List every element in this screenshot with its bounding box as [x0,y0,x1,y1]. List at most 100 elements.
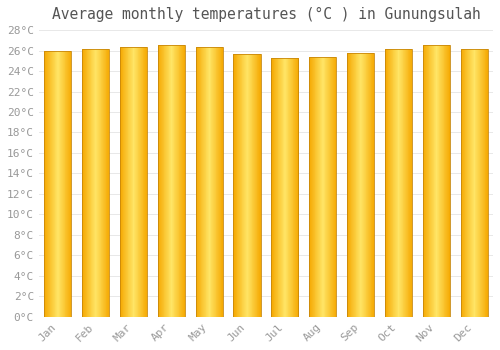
Bar [167,46,168,317]
Bar [292,58,293,317]
Bar [271,58,272,317]
Bar [171,46,172,317]
Bar [424,46,425,317]
Bar [473,49,474,317]
Bar [369,52,370,317]
Bar [173,46,174,317]
Bar [312,57,313,317]
Bar [91,49,92,317]
Bar [427,46,428,317]
Bar [349,52,350,317]
Bar [280,58,281,317]
Bar [146,48,147,317]
Bar [142,48,143,317]
Bar [92,49,93,317]
Bar [65,50,66,317]
Bar [48,50,49,317]
Bar [463,49,464,317]
Bar [252,54,253,317]
Bar [312,57,313,317]
Bar [100,49,101,317]
Bar [257,54,258,317]
Bar [475,49,476,317]
Bar [437,46,438,317]
Bar [368,52,370,317]
Bar [373,52,374,317]
Bar [52,50,54,317]
Bar [84,49,85,317]
Bar [248,54,249,317]
Bar [140,48,141,317]
Bar [426,46,427,317]
Bar [446,46,448,317]
Bar [334,57,335,317]
Bar [320,57,321,317]
Bar [295,58,296,317]
Bar [88,49,89,317]
Bar [331,57,332,317]
Bar [483,49,484,317]
Bar [402,49,403,317]
Bar [355,52,356,317]
Bar [51,50,52,317]
Bar [124,48,125,317]
Bar [279,58,280,317]
Bar [208,48,209,317]
Bar [435,46,436,317]
Bar [429,46,430,317]
Bar [400,49,401,317]
Bar [392,49,393,317]
Bar [321,57,322,317]
Bar [368,52,369,317]
Bar [422,46,423,317]
Bar [109,49,110,317]
Bar [68,50,69,317]
Bar [461,49,462,317]
Bar [179,46,180,317]
Bar [438,46,439,317]
Bar [234,54,236,317]
Bar [247,54,248,317]
Bar [445,46,446,317]
Bar [409,49,410,317]
Bar [322,57,323,317]
Bar [366,52,367,317]
Bar [143,48,144,317]
Bar [332,57,333,317]
Bar [161,46,162,317]
Bar [176,46,177,317]
Bar [441,46,442,317]
Bar [242,54,243,317]
Bar [134,48,135,317]
Bar [448,46,449,317]
Bar [385,49,386,317]
Bar [353,52,354,317]
Bar [290,58,291,317]
Bar [276,58,277,317]
Bar [423,46,424,317]
Bar [278,58,279,317]
Bar [197,48,198,317]
Bar [411,49,412,317]
Bar [397,49,398,317]
Bar [476,49,477,317]
Bar [275,58,276,317]
Bar [99,49,100,317]
Bar [481,49,482,317]
Bar [59,50,60,317]
Bar [273,58,274,317]
Bar [89,49,90,317]
Bar [410,49,411,317]
Bar [358,52,359,317]
Bar [328,57,329,317]
Bar [167,46,168,317]
Bar [44,50,72,317]
Bar [52,50,53,317]
Bar [313,57,314,317]
Bar [367,52,368,317]
Bar [58,50,59,317]
Bar [241,54,242,317]
Bar [473,49,474,317]
Bar [293,58,294,317]
Bar [168,46,169,317]
